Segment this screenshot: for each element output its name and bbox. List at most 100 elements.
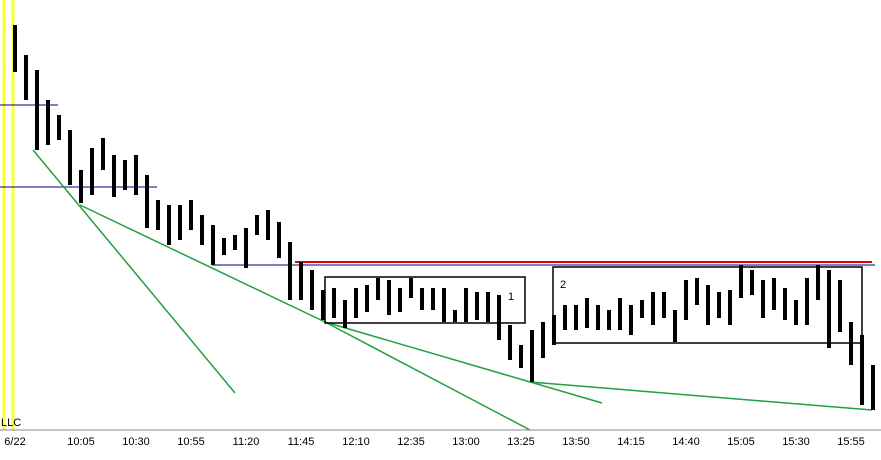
price-bar <box>684 280 688 320</box>
price-bar <box>266 210 270 240</box>
price-bar <box>46 100 50 145</box>
price-bar <box>167 205 171 245</box>
price-bar <box>662 292 666 318</box>
annotation: LLC <box>1 417 21 429</box>
x-tick-label: 12:10 <box>342 436 370 448</box>
price-bar <box>673 310 677 342</box>
x-tick-label: 10:05 <box>67 436 95 448</box>
x-tick-label: 11:20 <box>233 436 260 448</box>
price-bar <box>596 305 600 330</box>
price-bar <box>838 280 842 332</box>
price-bar <box>387 280 391 315</box>
price-bar <box>354 288 358 318</box>
price-bar <box>860 335 864 405</box>
x-tick-label: 14:40 <box>672 436 700 448</box>
x-tick-label: 10:55 <box>177 436 205 448</box>
price-bar <box>321 290 325 320</box>
price-bar <box>618 298 622 330</box>
price-bar <box>629 305 633 335</box>
price-bar <box>871 365 875 410</box>
price-bar <box>255 215 259 235</box>
trend-line <box>324 321 531 431</box>
price-bar <box>486 292 490 322</box>
price-bar <box>189 200 193 230</box>
price-bar <box>607 310 611 330</box>
price-bar <box>343 300 347 328</box>
price-bar <box>35 70 39 150</box>
price-bar <box>409 278 413 298</box>
x-tick-label: 11:45 <box>288 436 315 448</box>
price-bar <box>112 155 116 197</box>
price-bar <box>574 305 578 330</box>
price-bar <box>398 288 402 312</box>
price-bar <box>585 298 589 328</box>
price-bar <box>68 130 72 185</box>
price-bar <box>90 148 94 195</box>
price-bar <box>761 280 765 318</box>
price-bar <box>519 345 523 368</box>
trend-line <box>324 321 603 404</box>
range-box <box>552 266 863 344</box>
price-bar <box>552 315 556 345</box>
price-bar <box>376 278 380 300</box>
price-bar <box>783 288 787 320</box>
price-bar <box>200 215 204 245</box>
price-bar <box>827 270 831 348</box>
price-bar <box>464 288 468 322</box>
price-bar <box>431 288 435 310</box>
price-bar <box>475 292 479 320</box>
x-tick-label: 15:05 <box>727 436 755 448</box>
price-bar <box>57 115 61 140</box>
trend-lines <box>32 149 873 431</box>
annotation: 1 <box>508 291 514 303</box>
price-bar <box>497 295 501 340</box>
price-bar <box>178 205 182 240</box>
price-bar <box>310 270 314 310</box>
price-bar <box>288 242 292 300</box>
price-bar <box>101 138 105 170</box>
x-tick-label: 13:25 <box>507 436 535 448</box>
trend-line <box>79 204 326 323</box>
price-bar <box>508 325 512 360</box>
price-bar <box>79 170 83 203</box>
price-bar <box>651 292 655 325</box>
price-bar <box>365 285 369 312</box>
x-tick-label: 13:00 <box>452 436 480 448</box>
price-bar <box>563 305 567 330</box>
price-bar <box>134 155 138 195</box>
price-bar <box>805 278 809 325</box>
price-bar <box>849 322 853 365</box>
x-tick-label: 13:50 <box>562 436 590 448</box>
price-bar <box>24 55 28 100</box>
x-tick-label: 15:30 <box>782 436 810 448</box>
price-bar <box>233 235 237 250</box>
price-bar <box>695 278 699 305</box>
price-bar <box>530 330 534 382</box>
price-bar <box>277 222 281 258</box>
price-bar <box>211 225 215 265</box>
price-bar <box>13 25 17 72</box>
annotation: 2 <box>560 279 566 291</box>
price-bar <box>244 228 248 268</box>
price-bar <box>420 288 424 310</box>
x-tick-label: 6/22 <box>4 436 25 448</box>
price-bar <box>640 300 644 318</box>
x-tick-label: 12:35 <box>397 436 425 448</box>
x-tick-label: 10:30 <box>122 436 150 448</box>
trend-line <box>529 381 873 411</box>
price-bar <box>706 285 710 325</box>
price-bar <box>728 290 732 325</box>
price-bar <box>816 265 820 300</box>
price-bar <box>222 238 226 255</box>
price-bar <box>145 175 149 228</box>
price-bar <box>453 310 457 322</box>
price-bar <box>541 322 545 358</box>
x-tick-label: 14:15 <box>617 436 645 448</box>
price-bar <box>299 262 303 300</box>
price-bar <box>772 278 776 310</box>
price-bar <box>739 265 743 298</box>
price-bar <box>442 288 446 322</box>
price-bar <box>123 160 127 190</box>
